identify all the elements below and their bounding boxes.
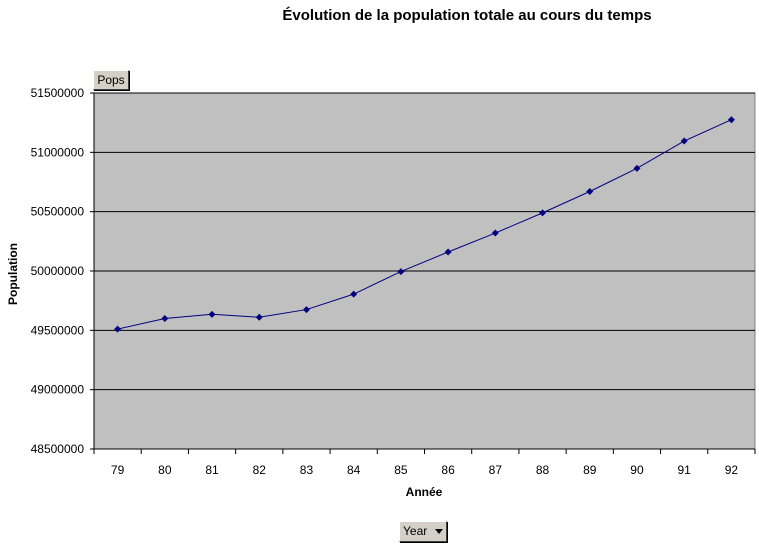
- data-point: [727, 116, 735, 124]
- x-tick-label: 87: [489, 463, 503, 477]
- series-line: [117, 119, 732, 330]
- data-point: [539, 209, 547, 217]
- year-field-dropdown[interactable]: Year: [399, 521, 447, 542]
- x-tick-label: 84: [347, 463, 361, 477]
- x-tick-label: 88: [536, 463, 550, 477]
- x-tick-label: 89: [583, 463, 597, 477]
- x-tick-label: 92: [725, 463, 739, 477]
- y-tick-label: 49000000: [31, 383, 85, 397]
- x-tick-label: 80: [158, 463, 172, 477]
- data-point: [161, 314, 169, 322]
- x-tick-label: 82: [253, 463, 267, 477]
- y-tick-label: 50500000: [31, 205, 85, 219]
- pops-field-button[interactable]: Pops: [93, 70, 129, 90]
- chevron-down-icon: [435, 529, 443, 534]
- y-tick-label: 51000000: [31, 145, 85, 159]
- x-tick-label: 86: [441, 463, 455, 477]
- x-tick-label: 91: [677, 463, 691, 477]
- data-point: [633, 164, 641, 172]
- y-tick-label: 48500000: [31, 442, 85, 456]
- data-point: [586, 187, 594, 195]
- y-tick-label: 49500000: [31, 323, 85, 337]
- y-tick-labels: 48500000 49000000 49500000 50000000 50500000…: [31, 86, 85, 456]
- chart-title: Évolution de la population totale au cou…: [282, 7, 652, 24]
- x-tick-label: 81: [205, 463, 219, 477]
- x-tick-labels: 79 80 81 82 83 84 85 86 87 88 89 90 91 92: [111, 463, 738, 477]
- year-field-label: Year: [403, 524, 428, 538]
- data-point: [114, 325, 122, 333]
- y-axis-label: Population: [6, 243, 20, 305]
- data-point: [680, 137, 688, 145]
- y-tick-label: 50000000: [31, 264, 85, 278]
- x-tick-label: 85: [394, 463, 408, 477]
- x-tick-label: 90: [630, 463, 644, 477]
- data-point: [350, 290, 358, 298]
- data-point: [302, 306, 310, 314]
- x-axis-label: Année: [406, 485, 443, 499]
- x-tick-label: 79: [111, 463, 125, 477]
- x-tick-label: 83: [300, 463, 314, 477]
- data-point: [397, 268, 405, 276]
- axes: [93, 93, 756, 454]
- data-point: [491, 229, 499, 237]
- data-point: [444, 248, 452, 256]
- data-point: [208, 310, 216, 318]
- data-point: [255, 313, 263, 321]
- data-series: [114, 116, 735, 333]
- y-tick-label: 51500000: [31, 86, 85, 100]
